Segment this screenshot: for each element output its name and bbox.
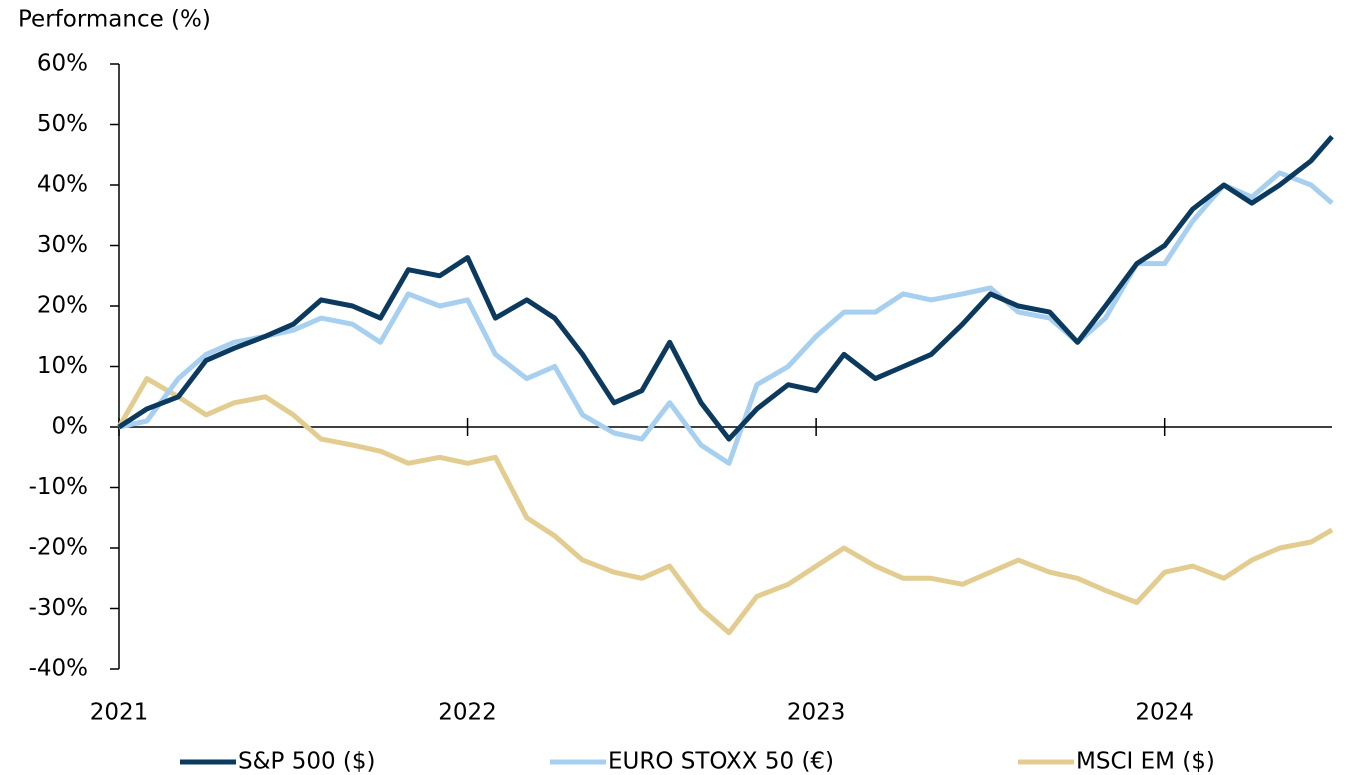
x-tick-label: 2023	[787, 700, 846, 726]
y-tick-label: 20%	[37, 293, 88, 319]
y-tick-label: 0%	[52, 414, 89, 440]
y-tick-label: -30%	[29, 595, 88, 621]
series-line	[116, 376, 1334, 636]
series-line	[117, 134, 1334, 442]
y-tick-label: 60%	[37, 51, 88, 77]
legend-label: EURO STOXX 50 (€)	[608, 749, 834, 775]
x-tick-label: 2022	[438, 700, 497, 726]
x-tick-label: 2021	[90, 700, 149, 726]
x-tick-label: 2024	[1135, 700, 1194, 726]
y-tick-label: 10%	[37, 353, 88, 379]
y-tick-label: 50%	[37, 111, 88, 137]
y-tick-label: -40%	[29, 656, 88, 682]
y-tick-label: -20%	[29, 535, 88, 561]
y-tick-label: 40%	[37, 172, 88, 198]
legend-label: MSCI EM ($)	[1076, 749, 1215, 775]
y-tick-label: 30%	[37, 232, 88, 258]
y-tick-label: -10%	[29, 474, 88, 500]
y-axis-title: Performance (%)	[18, 7, 211, 33]
legend-label: S&P 500 ($)	[238, 749, 376, 775]
